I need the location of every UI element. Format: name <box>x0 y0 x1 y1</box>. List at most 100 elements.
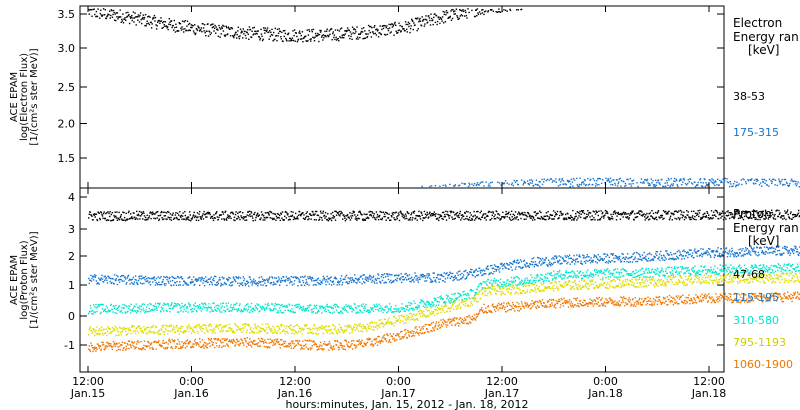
data-point <box>747 179 749 181</box>
data-point <box>377 308 379 311</box>
data-point <box>147 218 149 221</box>
data-point <box>388 303 391 305</box>
data-point <box>337 280 339 282</box>
data-point <box>429 303 432 306</box>
data-point <box>333 217 335 219</box>
data-point <box>537 212 539 214</box>
data-point <box>90 214 93 216</box>
data-point <box>214 24 216 27</box>
data-point <box>625 216 627 218</box>
data-point <box>454 13 456 15</box>
data-point <box>289 218 291 221</box>
data-point <box>785 218 787 221</box>
data-point <box>428 274 431 276</box>
data-point <box>310 309 312 311</box>
data-point <box>105 277 108 279</box>
data-point <box>234 303 237 306</box>
data-point <box>446 211 449 213</box>
data-point <box>425 216 427 218</box>
data-point <box>444 278 447 280</box>
data-point <box>735 256 737 258</box>
data-point <box>97 304 100 306</box>
data-point <box>411 307 413 309</box>
data-point <box>412 28 414 31</box>
data-point <box>169 280 172 282</box>
data-point <box>234 280 237 283</box>
data-point <box>223 309 225 311</box>
data-point <box>111 308 114 311</box>
data-point <box>759 182 762 184</box>
data-point <box>706 212 709 214</box>
data-point <box>238 37 241 40</box>
data-point <box>255 30 257 32</box>
data-point <box>278 303 280 306</box>
data-point <box>168 211 170 213</box>
data-point <box>168 23 170 25</box>
data-point <box>311 311 313 313</box>
data-point <box>587 184 590 186</box>
data-point <box>327 309 329 312</box>
data-point <box>211 215 214 218</box>
data-point <box>488 281 491 284</box>
data-point <box>277 312 280 314</box>
data-point <box>583 255 585 257</box>
data-point <box>788 185 790 187</box>
data-point <box>239 35 241 37</box>
data-point <box>511 216 513 218</box>
data-point <box>243 308 245 310</box>
data-point <box>705 215 708 217</box>
data-point <box>416 275 418 277</box>
data-point <box>320 29 322 32</box>
data-point <box>410 25 412 27</box>
data-point <box>372 215 375 217</box>
data-point <box>438 304 440 306</box>
data-point <box>548 179 550 181</box>
data-point <box>269 276 271 278</box>
data-point <box>420 212 423 214</box>
data-point <box>272 309 274 311</box>
data-point <box>672 183 675 185</box>
data-point <box>600 216 603 218</box>
data-point <box>352 210 354 212</box>
data-point <box>414 302 416 304</box>
data-point <box>117 217 119 219</box>
data-point <box>453 278 455 281</box>
data-point <box>328 306 330 308</box>
data-point <box>148 15 150 17</box>
data-point <box>273 218 275 220</box>
data-point <box>198 277 200 279</box>
data-point <box>319 31 322 33</box>
data-point <box>515 218 517 220</box>
data-point <box>163 218 165 220</box>
data-point <box>223 219 226 221</box>
data-point <box>455 212 458 215</box>
data-point <box>264 309 266 311</box>
data-point <box>349 277 352 279</box>
data-point <box>318 305 321 307</box>
data-point <box>192 276 195 278</box>
data-point <box>339 277 342 280</box>
data-point <box>189 304 191 306</box>
data-point <box>224 211 226 213</box>
data-point <box>229 306 232 308</box>
data-point <box>459 15 461 17</box>
data-point <box>287 310 290 312</box>
data-point <box>706 249 708 252</box>
data-point <box>669 257 671 260</box>
data-point <box>123 216 126 219</box>
data-point <box>642 257 645 259</box>
data-point <box>186 307 189 309</box>
data-point <box>335 303 337 306</box>
data-point <box>212 277 215 280</box>
data-point <box>173 19 175 22</box>
data-point <box>454 276 456 278</box>
data-point <box>719 179 721 182</box>
data-point <box>789 254 791 256</box>
data-point <box>210 280 212 283</box>
data-point <box>121 20 124 22</box>
data-point <box>389 274 391 276</box>
data-point <box>344 309 346 311</box>
data-point <box>446 272 448 274</box>
data-point <box>148 308 151 310</box>
data-point <box>238 309 240 311</box>
